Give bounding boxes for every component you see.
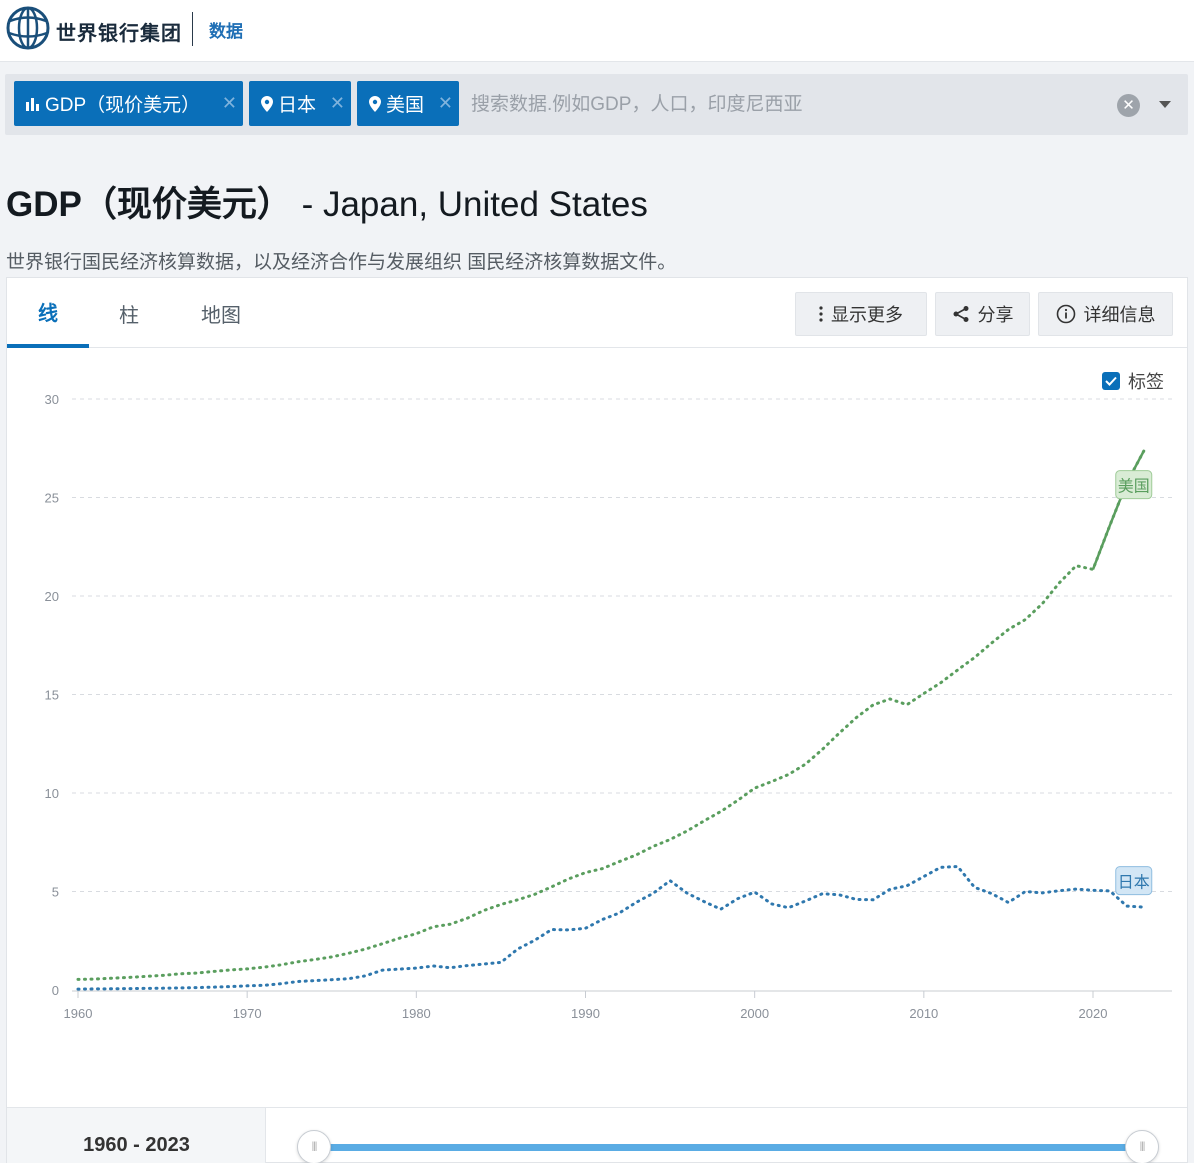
page-title: GDP（现价美元） - Japan, United States: [6, 176, 648, 227]
x-tick-label: 1970: [233, 1006, 262, 1021]
x-tick-label: 2010: [909, 1006, 938, 1021]
series-end-label: 美国: [1118, 478, 1150, 496]
series-line-0: [76, 449, 1146, 981]
details-button[interactable]: 详细信息: [1038, 292, 1173, 336]
series-end-label-box: [1115, 866, 1153, 896]
series-end-label-box: [1115, 470, 1153, 500]
series-end-label: 日本: [1118, 874, 1150, 892]
filter-chip-japan[interactable]: 日本 ✕: [249, 81, 351, 126]
search-input[interactable]: [471, 88, 1091, 122]
range-start-handle[interactable]: |||: [297, 1130, 331, 1163]
y-tick-label: 25: [45, 491, 59, 506]
chip-label: GDP（现价美元）: [45, 95, 201, 116]
series-line-end-0: [1091, 450, 1145, 570]
year-range-panel: 1960 - 2023: [7, 1108, 266, 1163]
range-end-handle[interactable]: |||: [1125, 1130, 1159, 1163]
title-countries: - Japan, United States: [291, 185, 648, 224]
show-more-button[interactable]: 显示更多: [795, 292, 927, 336]
chart-tabs: 线 柱 地图 显示更多 分享 详细信息: [7, 278, 1187, 348]
y-tick-label: 10: [45, 786, 59, 801]
labels-toggle[interactable]: 标签: [1102, 368, 1164, 394]
x-tick-label: 1980: [402, 1006, 431, 1021]
more-vertical-icon: [819, 306, 823, 322]
x-tick-label: 2020: [1079, 1006, 1108, 1021]
x-tick-label: 1990: [571, 1006, 600, 1021]
chart-card: 线 柱 地图 显示更多 分享 详细信息 标签 0 5 10 15 20 25 30 1960 1: [6, 277, 1188, 1163]
map-pin-icon: [261, 95, 273, 112]
title-indicator: GDP（现价美元）: [6, 185, 292, 224]
tab-bar[interactable]: 柱: [119, 304, 139, 327]
range-track[interactable]: [313, 1144, 1141, 1151]
brand-divider: [192, 12, 193, 46]
close-icon[interactable]: ✕: [221, 93, 237, 113]
x-tick-label: 1960: [64, 1006, 93, 1021]
close-icon[interactable]: ✕: [329, 93, 345, 113]
share-label: 分享: [977, 305, 1014, 325]
gdp-line-chart: 0 5 10 15 20 25 30 1960 1970 1980 1990 2000 2010 2020…: [45, 392, 1172, 1021]
chevron-down-icon[interactable]: [1159, 101, 1171, 108]
brand-name[interactable]: 世界银行集团: [56, 23, 182, 45]
filter-chip-us[interactable]: 美国 ✕: [357, 81, 459, 126]
search-bar: GDP（现价美元） ✕ 日本 ✕ 美国 ✕ ✕: [5, 74, 1188, 135]
clear-search-icon[interactable]: ✕: [1117, 94, 1140, 117]
show-more-label: 显示更多: [831, 305, 903, 325]
chip-label: 美国: [386, 95, 425, 116]
world-bank-logo-icon[interactable]: [6, 6, 50, 50]
chip-label: 日本: [278, 95, 317, 116]
details-label: 详细信息: [1083, 305, 1156, 325]
tab-map[interactable]: 地图: [201, 304, 241, 327]
x-tick-label: 2000: [740, 1006, 769, 1021]
y-tick-label: 20: [45, 589, 59, 604]
series-line-1: [76, 864, 1146, 991]
info-icon: [1056, 304, 1076, 324]
labels-toggle-label: 标签: [1128, 372, 1164, 392]
bar-chart-icon: [26, 97, 40, 111]
y-tick-label: 15: [45, 688, 59, 703]
year-range-label: 1960 - 2023: [83, 1134, 190, 1156]
y-tick-label: 0: [52, 983, 59, 998]
labels-checkbox[interactable]: [1102, 372, 1120, 390]
filter-chip-indicator[interactable]: GDP（现价美元） ✕: [14, 81, 243, 126]
y-tick-label: 5: [52, 885, 59, 900]
share-button[interactable]: 分享: [935, 292, 1030, 336]
section-link[interactable]: 数据: [209, 22, 243, 41]
close-icon[interactable]: ✕: [437, 93, 453, 113]
data-source-text: 世界银行国民经济核算数据，以及经济合作与发展组织 国民经济核算数据文件。: [6, 252, 677, 273]
year-range: 1960 - 2023 ||| |||: [7, 1107, 1187, 1163]
tab-line[interactable]: 线: [7, 278, 89, 348]
share-icon: [952, 305, 970, 323]
map-pin-icon: [369, 95, 381, 112]
y-tick-label: 30: [45, 392, 59, 407]
top-bar: 世界银行集团 数据: [0, 0, 1194, 62]
